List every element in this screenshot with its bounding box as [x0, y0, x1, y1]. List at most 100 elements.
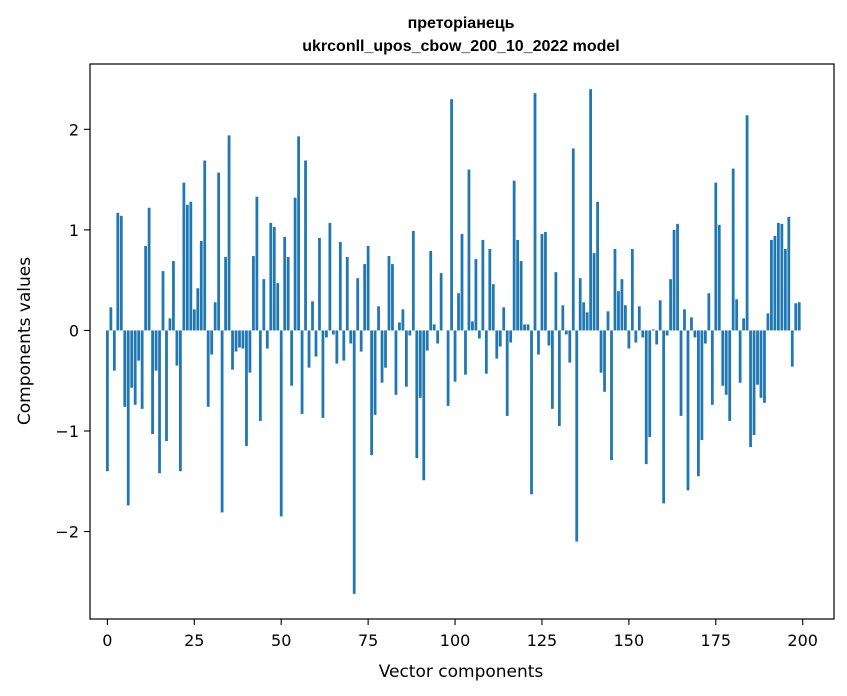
x-axis-label: Vector components: [379, 662, 544, 682]
bar-component-138: [585, 312, 589, 331]
bar-component-95: [436, 330, 440, 344]
bar-component-154: [641, 330, 645, 338]
bar-component-93: [429, 251, 433, 331]
bar-component-135: [575, 330, 579, 542]
bar-component-118: [516, 239, 520, 331]
bar-component-181: [735, 299, 739, 331]
bar-component-67: [338, 241, 342, 331]
bar-component-70: [349, 330, 353, 344]
plot-area-frame: [89, 63, 835, 620]
bar-component-44: [258, 330, 262, 421]
bar-component-132: [564, 330, 568, 335]
bar-component-42: [252, 256, 255, 331]
x-tick-label: 100: [440, 631, 471, 650]
bar-component-49: [276, 283, 280, 331]
bars-group: [105, 89, 801, 594]
bar-component-110: [488, 249, 492, 331]
bar-component-90: [418, 330, 422, 398]
x-tick-label: 200: [787, 631, 818, 650]
bar-component-29: [206, 330, 210, 407]
bar-component-31: [213, 302, 217, 331]
bar-component-112: [495, 330, 499, 359]
bar-component-161: [665, 330, 669, 336]
bar-component-175: [714, 182, 718, 331]
bar-component-38: [238, 330, 241, 348]
bar-component-62: [321, 330, 325, 418]
bar-component-88: [411, 230, 415, 331]
x-tick-label: 150: [614, 631, 645, 650]
y-axis-ticks: −2 −1 0 1 2: [55, 120, 90, 542]
bar-component-145: [610, 330, 613, 461]
bar-component-37: [234, 330, 238, 352]
bar-component-66: [335, 330, 339, 364]
bar-component-78: [377, 306, 380, 331]
bar-component-116: [509, 330, 513, 343]
bar-component-151: [630, 249, 634, 331]
x-axis-ticks: 0 25 50 75 100 125 150 175 200: [102, 619, 818, 650]
bar-component-100: [453, 330, 457, 382]
bar-component-179: [728, 330, 732, 421]
x-tick-label: 0: [102, 631, 112, 650]
bar-component-71: [352, 330, 356, 594]
bar-component-192: [773, 235, 777, 331]
bar-component-123: [533, 93, 537, 331]
bar-component-124: [537, 330, 540, 355]
bar-component-171: [700, 330, 704, 441]
bar-component-155: [644, 330, 648, 465]
bar-component-77: [373, 330, 377, 415]
bar-component-168: [690, 317, 693, 331]
bar-component-182: [738, 330, 742, 383]
bar-component-137: [582, 302, 586, 331]
bar-component-69: [345, 257, 349, 331]
bar-component-146: [613, 249, 617, 331]
bar-component-104: [467, 169, 471, 331]
bar-component-126: [544, 231, 547, 331]
bar-component-82: [391, 264, 394, 331]
bar-component-150: [627, 330, 631, 349]
y-tick-label: 1: [69, 221, 79, 240]
bar-component-183: [742, 318, 745, 331]
bar-component-75: [366, 245, 370, 331]
bar-component-25: [192, 309, 196, 331]
bar-component-28: [203, 160, 207, 331]
x-tick-label: 25: [184, 631, 204, 650]
bar-component-162: [669, 279, 672, 331]
bar-component-131: [561, 305, 565, 331]
bar-component-164: [676, 223, 679, 331]
bar-component-188: [759, 330, 763, 398]
bar-component-59: [311, 301, 314, 331]
bar-component-80: [384, 330, 387, 368]
bar-component-6: [126, 330, 130, 506]
bar-component-157: [651, 329, 655, 331]
chart-subtitle: ukrconll_upos_cbow_200_10_2022 model: [302, 38, 619, 55]
bar-component-15: [158, 330, 161, 474]
bar-component-142: [599, 330, 603, 373]
bar-component-68: [342, 330, 346, 361]
bar-component-41: [248, 330, 252, 373]
bar-component-121: [526, 324, 530, 331]
bar-component-139: [589, 89, 593, 331]
bar-component-117: [512, 180, 516, 331]
bar-component-14: [154, 330, 158, 371]
bar-component-57: [304, 160, 307, 331]
y-tick-label: 0: [69, 321, 79, 340]
bar-component-92: [425, 330, 429, 351]
bar-component-47: [269, 222, 273, 331]
bar-component-180: [731, 168, 735, 331]
bar-component-102: [460, 233, 464, 331]
bar-component-53: [290, 330, 294, 386]
bar-component-43: [255, 196, 259, 331]
bar-component-190: [766, 313, 770, 331]
bar-component-50: [279, 330, 283, 517]
bar-component-45: [262, 279, 266, 331]
bar-component-4: [119, 215, 123, 331]
bar-component-51: [283, 236, 287, 331]
bar-component-65: [331, 330, 335, 335]
bar-component-170: [697, 330, 700, 477]
bar-component-55: [297, 136, 300, 331]
bar-component-130: [557, 330, 561, 426]
bar-component-16: [161, 271, 165, 331]
bar-component-120: [523, 324, 526, 331]
bar-component-178: [724, 330, 728, 395]
bar-component-105: [471, 321, 474, 331]
